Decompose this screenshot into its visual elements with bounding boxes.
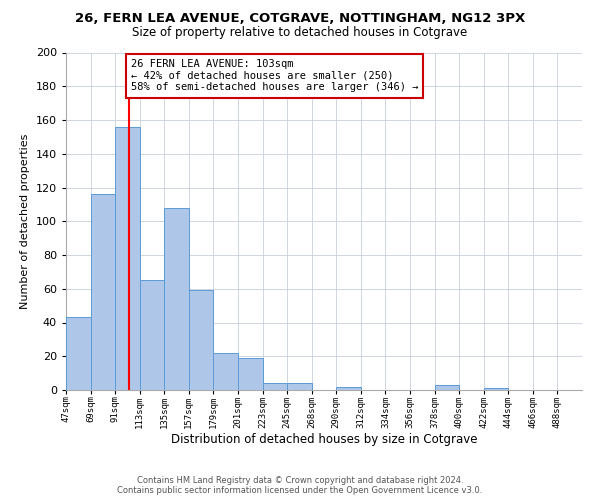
Text: 26 FERN LEA AVENUE: 103sqm
← 42% of detached houses are smaller (250)
58% of sem: 26 FERN LEA AVENUE: 103sqm ← 42% of deta… xyxy=(131,59,418,92)
Bar xyxy=(484,388,508,390)
Bar xyxy=(115,126,140,390)
Bar xyxy=(263,383,287,390)
Bar xyxy=(434,385,459,390)
Y-axis label: Number of detached properties: Number of detached properties xyxy=(20,134,30,309)
Bar xyxy=(91,194,115,390)
Text: 26, FERN LEA AVENUE, COTGRAVE, NOTTINGHAM, NG12 3PX: 26, FERN LEA AVENUE, COTGRAVE, NOTTINGHA… xyxy=(75,12,525,26)
Bar xyxy=(238,358,263,390)
Bar xyxy=(287,383,312,390)
Bar xyxy=(189,290,214,390)
Bar xyxy=(140,280,164,390)
X-axis label: Distribution of detached houses by size in Cotgrave: Distribution of detached houses by size … xyxy=(171,434,477,446)
Bar xyxy=(214,353,238,390)
Bar xyxy=(164,208,189,390)
Bar xyxy=(66,318,91,390)
Text: Size of property relative to detached houses in Cotgrave: Size of property relative to detached ho… xyxy=(133,26,467,39)
Text: Contains HM Land Registry data © Crown copyright and database right 2024.
Contai: Contains HM Land Registry data © Crown c… xyxy=(118,476,482,495)
Bar xyxy=(336,386,361,390)
